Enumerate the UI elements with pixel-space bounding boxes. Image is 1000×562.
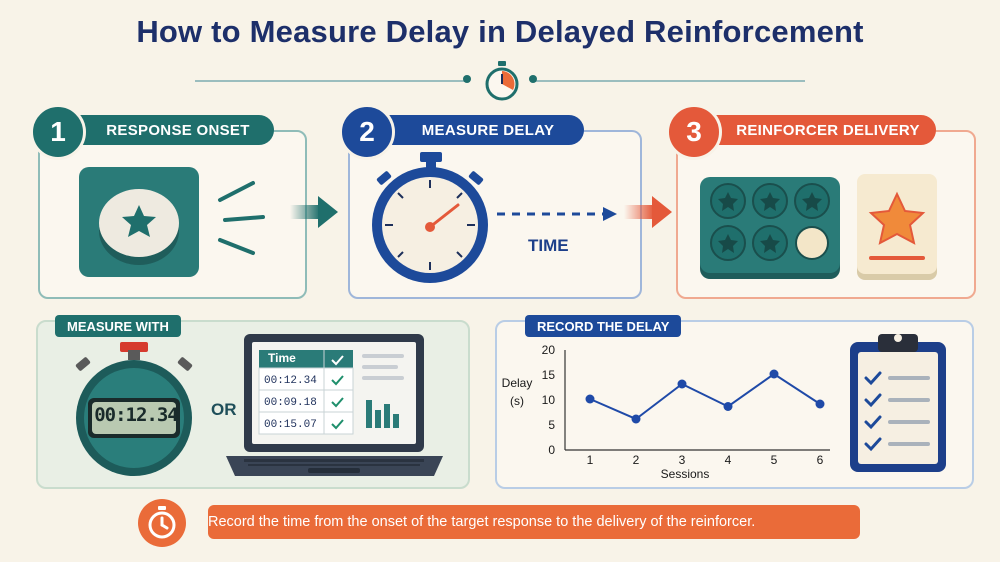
title-rule-right [535,80,805,82]
page-title: How to Measure Delay in Delayed Reinforc… [136,14,864,49]
star-button-icon [79,167,265,277]
step-3-label: REINFORCER DELIVERY [700,115,936,145]
x-tick-label: 4 [725,453,732,467]
measure-with-tag: MEASURE WITH [55,315,181,337]
y-tick-label: 15 [542,368,556,382]
series-line [589,372,821,421]
x-axis-label: Sessions [661,467,710,481]
y-axis-label-1: Delay [502,376,533,390]
table-header: Time [268,351,296,365]
table-row: 00:15.07 [264,419,317,431]
footer-stopwatch-icon [138,499,186,547]
delay-chart: 0 5 10 15 20 1 2 3 4 5 6 Delay (s) Sessions [502,343,830,481]
stopwatch-icon [485,61,519,101]
step-2-number: 2 [339,104,395,160]
x-tick-label: 2 [633,453,640,467]
data-point [677,379,687,389]
title-dot-right [529,75,537,83]
data-point [631,414,641,424]
time-label: TIME [528,236,569,255]
data-point [723,402,733,411]
token-board-icon [700,177,840,279]
title-dot-left [463,75,471,83]
data-point [769,369,779,379]
or-label: OR [211,400,237,419]
laptop-icon [226,334,443,476]
arrow-right-icon [290,196,338,228]
record-tag: RECORD THE DELAY [525,315,682,337]
y-tick-label: 20 [542,343,556,357]
table-row: 00:12.34 [264,375,317,387]
x-tick-label: 6 [817,453,824,467]
y-tick-label: 0 [548,443,555,457]
step-1-number: 1 [30,104,86,160]
step-3-number: 3 [666,104,722,160]
footer-banner: Record the time from the onset of the ta… [208,505,860,539]
star-card-icon [857,174,937,280]
step-1-label: RESPONSE ONSET [62,115,274,145]
arrow-right-icon-2 [624,196,672,228]
y-axis-label-2: (s) [510,394,524,408]
y-tick-label: 10 [542,393,556,407]
x-tick-label: 5 [771,453,778,467]
digital-stopwatch-icon [75,342,193,476]
x-tick-label: 1 [587,453,594,467]
data-point [585,394,595,404]
x-tick-label: 3 [679,453,686,467]
stopwatch-display: 00:12.34 [94,404,179,426]
analog-stopwatch-icon [372,152,488,283]
table-row: 00:09.18 [264,397,317,409]
step-2-label: MEASURE DELAY [372,115,584,145]
y-tick-label: 5 [548,418,555,432]
clipboard-icon [850,334,946,472]
footer-text: Record the time from the onset of the ta… [208,514,756,530]
data-point [815,399,825,409]
time-arrow-icon [497,207,617,221]
title-rule-left [195,80,465,82]
